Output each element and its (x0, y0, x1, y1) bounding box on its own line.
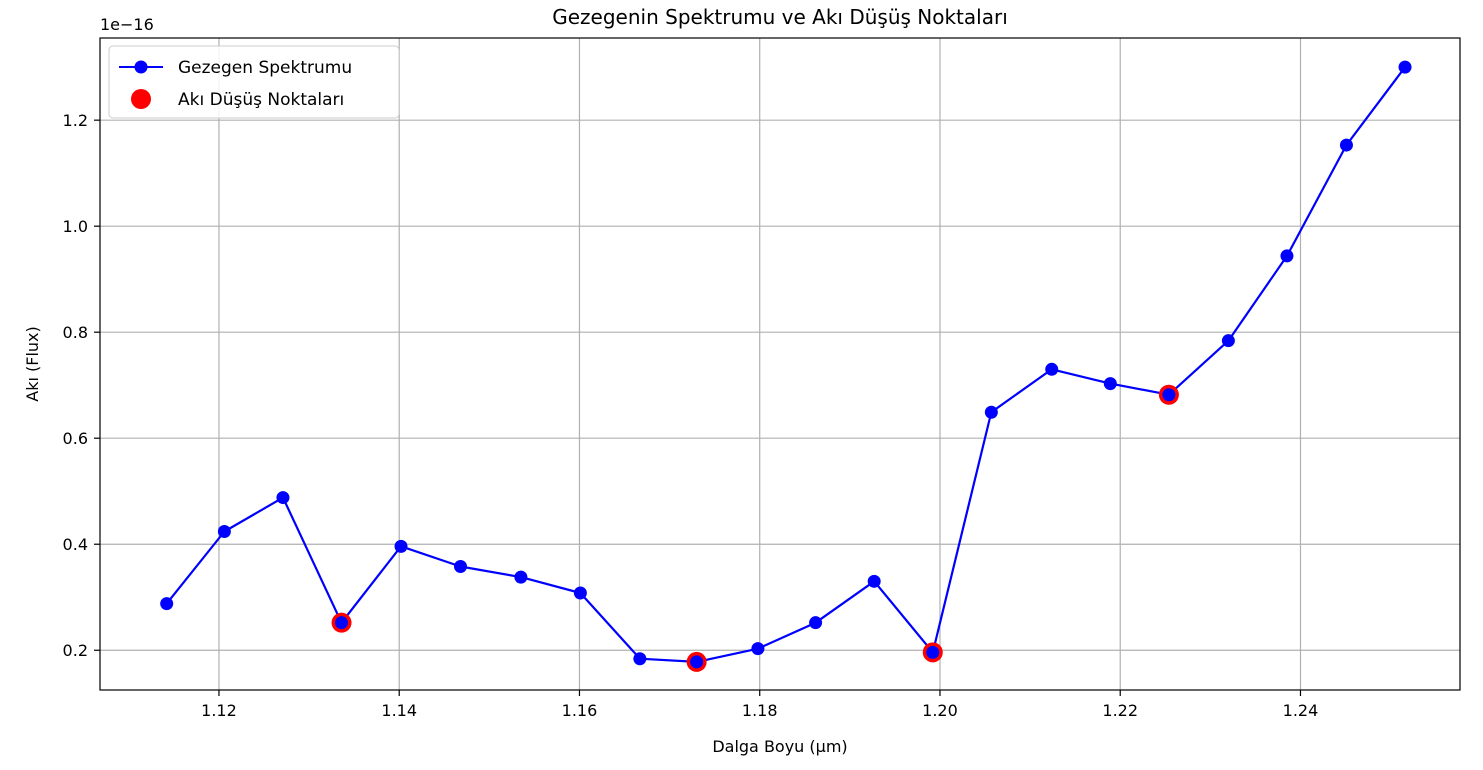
spectrum-point (1045, 362, 1059, 376)
plot-series (160, 60, 1412, 672)
x-tick-label: 1.22 (1102, 701, 1138, 720)
spectrum-point (1103, 377, 1117, 391)
x-tick-label: 1.14 (381, 701, 417, 720)
legend-box (108, 45, 400, 119)
y-axis: 0.2 0.4 0.6 0.8 1.0 1.2 (63, 111, 100, 660)
legend-marker-spectrum (134, 60, 148, 74)
spectrum-point (454, 559, 468, 573)
x-axis: 1.12 1.14 1.16 1.18 1.20 1.22 1.24 (201, 690, 1318, 720)
y-tick-label: 0.4 (63, 535, 88, 554)
spectrum-point (1398, 60, 1412, 74)
spectrum-point (394, 539, 408, 553)
spectrum-point (573, 586, 587, 600)
spectrum-point (276, 491, 290, 505)
y-tick-label: 1.2 (63, 111, 88, 130)
spectrum-point (335, 616, 349, 630)
spectrum-point (926, 645, 940, 659)
y-tick-label: 0.6 (63, 429, 88, 448)
legend-marker-dips (131, 89, 151, 109)
legend: Gezegen Spektrumu Akı Düşüş Noktaları (108, 45, 400, 119)
spectrum-point (514, 570, 528, 584)
spectrum-point (1221, 334, 1235, 348)
y-tick-label: 0.2 (63, 641, 88, 660)
spectrum-point (1339, 138, 1353, 152)
spectrum-point (633, 652, 647, 666)
x-tick-label: 1.18 (742, 701, 778, 720)
spectrum-point (160, 597, 174, 611)
spectrum-point (867, 574, 881, 588)
legend-label-dips: Akı Düşüş Noktaları (178, 90, 344, 110)
plot-frame (99, 37, 1461, 691)
spectrum-point (751, 642, 765, 656)
y-axis-label: Akı (Flux) (23, 326, 42, 401)
spectrum-point (1280, 249, 1294, 263)
x-tick-label: 1.24 (1283, 701, 1319, 720)
spectrum-point (1162, 388, 1176, 402)
chart-title: Gezegenin Spektrumu ve Akı Düşüş Noktala… (552, 5, 1008, 29)
y-offset-label: 1e−16 (100, 15, 154, 34)
spectrum-point (809, 616, 823, 630)
spectrum-line (165, 66, 1406, 664)
x-tick-label: 1.16 (562, 701, 598, 720)
legend-label-spectrum: Gezegen Spektrumu (178, 58, 352, 78)
spectrum-point (984, 405, 998, 419)
spectrum-point (217, 525, 231, 539)
x-axis-label: Dalga Boyu (µm) (712, 737, 847, 756)
spectrum-point (690, 655, 704, 669)
y-tick-label: 0.8 (63, 323, 88, 342)
y-tick-label: 1.0 (63, 217, 88, 236)
x-tick-label: 1.12 (201, 701, 237, 720)
x-tick-label: 1.20 (922, 701, 958, 720)
